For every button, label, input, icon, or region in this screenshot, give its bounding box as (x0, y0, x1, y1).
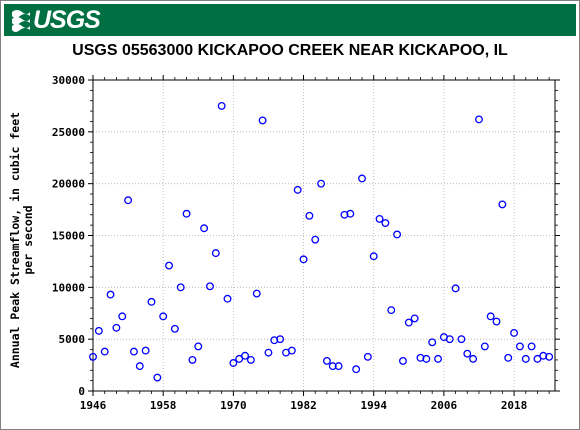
usgs-banner: USGS (4, 4, 576, 36)
data-point (463, 349, 472, 358)
data-point (510, 328, 519, 337)
data-point (480, 342, 489, 351)
data-point (124, 196, 133, 205)
data-point (182, 209, 191, 218)
data-point (211, 249, 220, 258)
data-point (223, 294, 232, 303)
data-point (352, 365, 361, 374)
data-point (545, 352, 554, 361)
usgs-logo-text: USGS (33, 5, 101, 34)
data-point (217, 101, 226, 110)
data-point (527, 342, 536, 351)
data-point (322, 356, 331, 365)
data-point (469, 354, 478, 363)
data-point (276, 335, 285, 344)
y-tick-label: 5000 (59, 333, 86, 346)
data-point (515, 342, 524, 351)
y-tick-label: 15000 (52, 230, 85, 243)
data-point (428, 338, 437, 347)
x-tick-label: 2006 (431, 399, 458, 412)
data-point (492, 317, 501, 326)
data-point (358, 174, 366, 183)
data-point (135, 362, 144, 371)
data-point (299, 255, 308, 264)
data-point (363, 352, 372, 361)
data-point (328, 362, 337, 371)
data-point (246, 355, 255, 364)
data-point (241, 351, 250, 360)
data-point (311, 235, 320, 244)
data-point (375, 214, 384, 223)
data-point (147, 297, 156, 306)
data-point (194, 342, 203, 351)
y-tick-label: 20000 (52, 178, 85, 191)
data-point (504, 353, 513, 362)
data-point (258, 116, 267, 125)
data-point (434, 354, 442, 363)
data-point (293, 185, 302, 194)
data-point (200, 224, 209, 233)
data-point (118, 312, 127, 321)
data-point (398, 356, 407, 365)
data-point (486, 312, 495, 321)
x-tick-label: 2018 (501, 399, 528, 412)
data-point (159, 312, 168, 321)
data-point (317, 179, 326, 188)
data-point (521, 354, 530, 363)
data-point (170, 324, 179, 333)
y-tick-label: 0 (78, 385, 85, 398)
data-point (141, 346, 150, 355)
data-point (100, 347, 109, 356)
data-point (129, 347, 138, 356)
data-point (422, 354, 431, 363)
data-point (533, 354, 542, 363)
data-point (387, 306, 396, 315)
data-point (206, 282, 214, 291)
x-tick-label: 1958 (150, 399, 177, 412)
data-point (264, 348, 273, 357)
data-point (393, 230, 402, 239)
data-point (498, 200, 507, 209)
x-tick-label: 1982 (290, 399, 317, 412)
data-point (305, 211, 314, 220)
x-tick-label: 1970 (220, 399, 247, 412)
usgs-logo[interactable]: USGS (10, 5, 101, 34)
data-point (235, 354, 244, 363)
x-tick-label: 1946 (80, 399, 107, 412)
data-point (287, 346, 296, 355)
chart-title: USGS 05563000 KICKAPOO CREEK NEAR KICKAP… (72, 42, 508, 59)
x-tick-label: 1994 (360, 399, 387, 412)
data-point (346, 209, 355, 218)
data-point (369, 252, 378, 261)
data-point (475, 115, 483, 124)
y-tick-label: 30000 (52, 74, 85, 87)
data-point (106, 290, 115, 299)
data-point (153, 373, 162, 382)
y-tick-label: 10000 (52, 281, 85, 294)
data-point (165, 261, 173, 270)
data-point (112, 323, 121, 332)
data-point (176, 283, 185, 292)
data-point (94, 326, 103, 335)
data-point (451, 284, 460, 293)
usgs-wave-icon (12, 10, 30, 32)
data-point (410, 314, 419, 323)
data-point (457, 335, 466, 344)
data-point (404, 318, 413, 327)
y-tick-label: 25000 (52, 126, 85, 139)
data-point (252, 289, 261, 298)
data-point (188, 355, 197, 364)
data-point (229, 359, 238, 367)
data-point (445, 335, 454, 344)
data-point (89, 352, 97, 361)
data-point (334, 362, 343, 371)
data-point (381, 219, 390, 228)
